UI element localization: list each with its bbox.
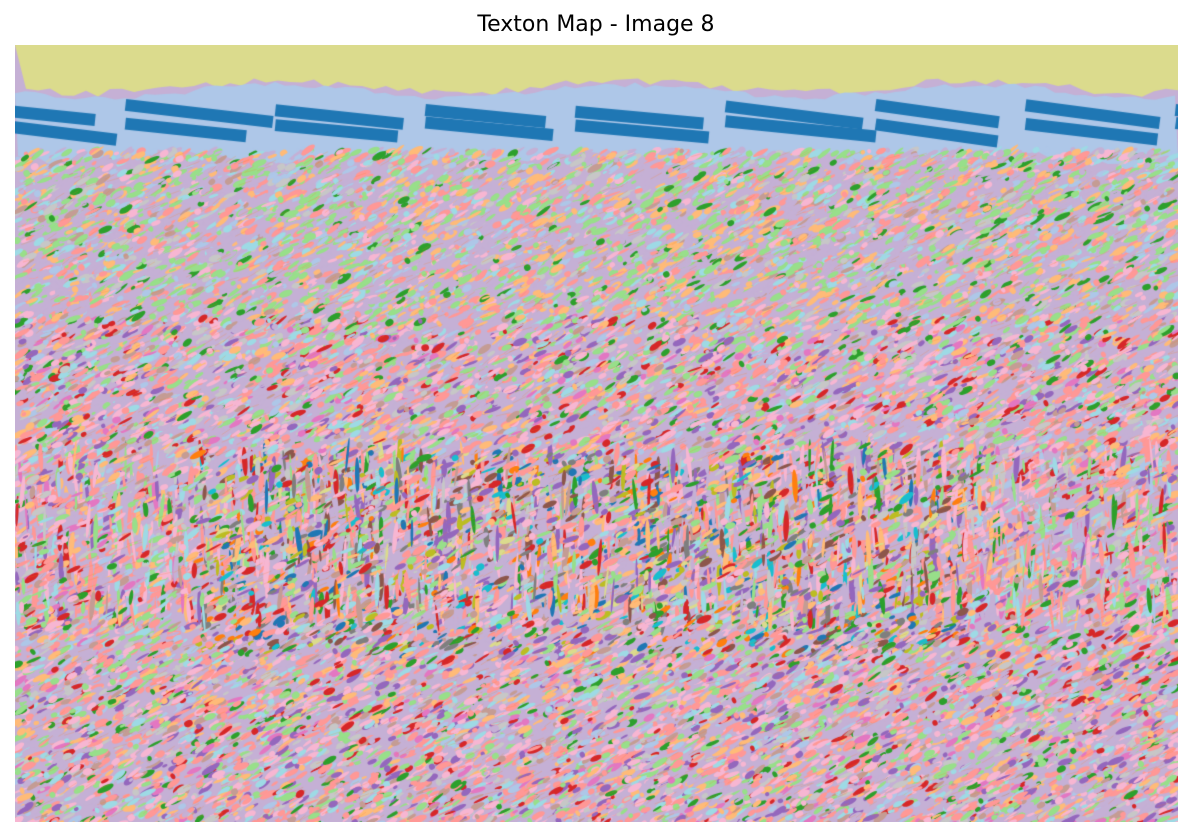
texton-map <box>15 45 1178 822</box>
texton-map-canvas <box>15 45 1178 822</box>
figure-title: Texton Map - Image 8 <box>477 12 715 37</box>
